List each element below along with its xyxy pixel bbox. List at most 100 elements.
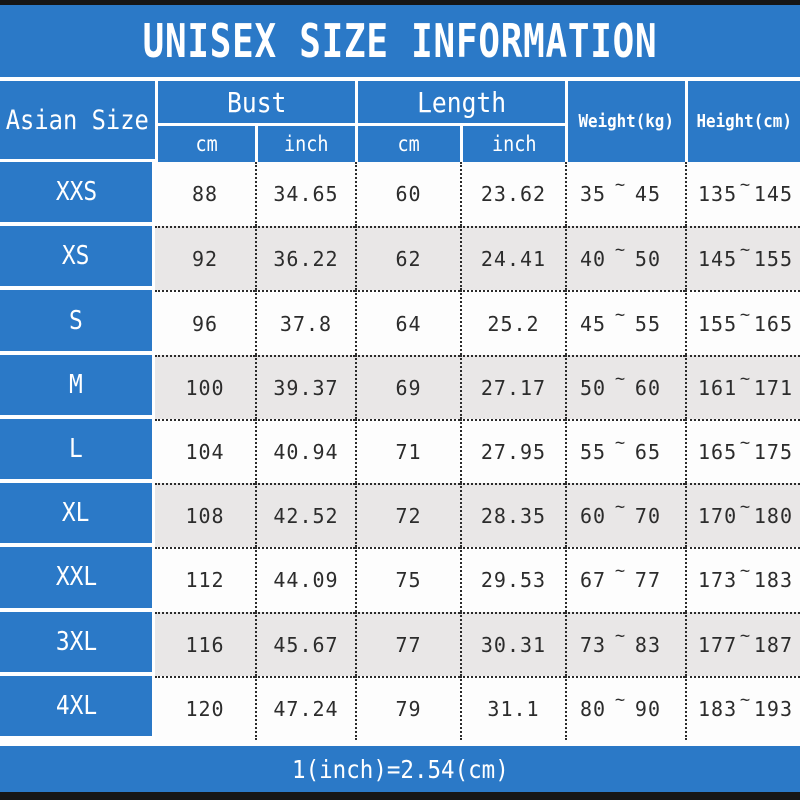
table-row: XS 92 36.22 62 24.41 40 ~ 50 145 ~ 155 <box>0 226 800 291</box>
col-header-weight: Weight(kg) <box>565 81 685 162</box>
size-label: S <box>69 305 83 336</box>
length-inch-cell: 24.41 <box>460 226 565 291</box>
col-header-asian-size-label: Asian Size <box>5 104 150 136</box>
tilde-symbol: ~ <box>739 625 752 646</box>
height-range-cell: 177 ~ 187 <box>685 611 800 676</box>
height-min: 183 <box>698 696 738 721</box>
col-subheader-bust-cm-label: cm <box>195 132 218 156</box>
size-cell: XXS <box>0 162 155 227</box>
height-min: 161 <box>698 375 738 400</box>
col-subheader-length-cm: cm <box>355 126 460 162</box>
length-cm-cell: 79 <box>355 675 460 740</box>
length-inch-cell: 30.31 <box>460 611 565 676</box>
bust-cm-cell: 108 <box>155 483 255 548</box>
size-label: M <box>69 369 83 400</box>
height-min: 155 <box>698 311 738 336</box>
tilde-symbol: ~ <box>614 368 627 389</box>
tilde-symbol: ~ <box>614 497 627 518</box>
tilde-symbol: ~ <box>614 689 627 710</box>
weight-min: 67 <box>580 568 607 593</box>
height-max: 171 <box>753 375 793 400</box>
table-row: S 96 37.8 64 25.2 45 ~ 55 155 ~ 165 <box>0 290 800 355</box>
bust-cm-cell: 116 <box>155 611 255 676</box>
height-range-cell: 173 ~ 183 <box>685 547 800 612</box>
length-cm-cell: 69 <box>355 354 460 419</box>
size-cell: 4XL <box>0 675 155 740</box>
tilde-symbol: ~ <box>739 689 752 710</box>
height-max: 155 <box>753 247 793 272</box>
length-inch-cell: 25.2 <box>460 290 565 355</box>
height-max: 187 <box>753 632 793 657</box>
bust-inch-cell: 34.65 <box>255 162 355 227</box>
weight-min: 55 <box>580 439 607 464</box>
size-cell: XXL <box>0 547 155 612</box>
footer-bar: 1(inch)=2.54(cm) <box>0 746 800 792</box>
height-max: 193 <box>753 696 793 721</box>
height-range-cell: 155 ~ 165 <box>685 290 800 355</box>
bust-inch-cell: 40.94 <box>255 418 355 484</box>
size-label: XXL <box>55 562 97 593</box>
bust-inch-cell: 44.09 <box>255 547 355 612</box>
length-inch-cell: 31.1 <box>460 675 565 740</box>
weight-max: 65 <box>634 439 661 464</box>
weight-min: 80 <box>580 696 607 721</box>
weight-max: 70 <box>634 504 661 529</box>
weight-range-cell: 45 ~ 55 <box>565 290 685 355</box>
length-cm-cell: 64 <box>355 290 460 355</box>
height-max: 165 <box>753 311 793 336</box>
size-cell: S <box>0 290 155 355</box>
weight-min: 45 <box>580 311 607 336</box>
weight-range-cell: 55 ~ 65 <box>565 418 685 484</box>
height-max: 183 <box>753 568 793 593</box>
length-inch-cell: 23.62 <box>460 162 565 227</box>
size-label: 3XL <box>55 626 97 657</box>
bust-cm-cell: 104 <box>155 418 255 484</box>
height-min: 165 <box>698 439 738 464</box>
bust-cm-cell: 112 <box>155 547 255 612</box>
weight-max: 60 <box>634 375 661 400</box>
size-label: XL <box>62 498 90 529</box>
top-black-bar <box>0 0 800 5</box>
size-cell: XL <box>0 483 155 548</box>
bust-cm-cell: 88 <box>155 162 255 227</box>
tilde-symbol: ~ <box>739 304 752 325</box>
bust-inch-cell: 39.37 <box>255 354 355 419</box>
page-title: UNISEX SIZE INFORMATION <box>142 14 658 68</box>
table-row: XXL 112 44.09 75 29.53 67 ~ 77 173 ~ 183 <box>0 547 800 612</box>
bust-inch-cell: 36.22 <box>255 226 355 291</box>
bust-cm-cell: 100 <box>155 354 255 419</box>
size-cell: L <box>0 418 155 484</box>
bust-inch-cell: 45.67 <box>255 611 355 676</box>
table-row: L 104 40.94 71 27.95 55 ~ 65 165 ~ 175 <box>0 418 800 484</box>
tilde-symbol: ~ <box>614 175 627 196</box>
height-range-cell: 135 ~ 145 <box>685 162 800 227</box>
bust-cm-cell: 92 <box>155 226 255 291</box>
weight-max: 83 <box>634 632 661 657</box>
height-range-cell: 165 ~ 175 <box>685 418 800 484</box>
length-cm-cell: 75 <box>355 547 460 612</box>
length-inch-cell: 27.95 <box>460 418 565 484</box>
length-cm-cell: 77 <box>355 611 460 676</box>
size-cell: M <box>0 354 155 419</box>
tilde-symbol: ~ <box>739 561 752 582</box>
footer-gap <box>0 740 800 746</box>
height-range-cell: 183 ~ 193 <box>685 675 800 740</box>
col-header-bust-label: Bust <box>226 85 287 119</box>
col-header-weight-label: Weight(kg) <box>578 111 675 132</box>
height-range-cell: 170 ~ 180 <box>685 483 800 548</box>
length-inch-cell: 27.17 <box>460 354 565 419</box>
tilde-symbol: ~ <box>739 497 752 518</box>
table-row: 3XL 116 45.67 77 30.31 73 ~ 83 177 ~ 187 <box>0 611 800 676</box>
weight-min: 73 <box>580 632 607 657</box>
col-subheader-bust-inch: inch <box>255 126 355 162</box>
size-label: XXS <box>55 177 97 208</box>
size-cell: XS <box>0 226 155 291</box>
col-subheader-length-inch: inch <box>460 126 565 162</box>
bust-inch-cell: 42.52 <box>255 483 355 548</box>
tilde-symbol: ~ <box>739 432 752 453</box>
weight-max: 45 <box>634 182 661 207</box>
weight-range-cell: 67 ~ 77 <box>565 547 685 612</box>
weight-range-cell: 35 ~ 45 <box>565 162 685 227</box>
weight-min: 60 <box>580 504 607 529</box>
title-separator <box>0 77 800 81</box>
